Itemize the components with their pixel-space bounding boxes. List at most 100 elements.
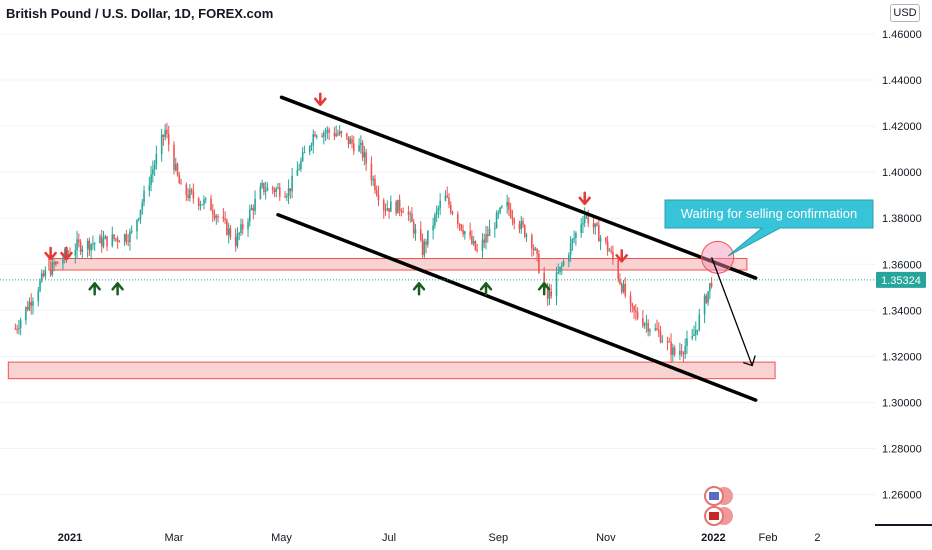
candle-body [254, 198, 256, 211]
candle-body [227, 228, 230, 235]
candle-body [666, 341, 669, 343]
candle-body [187, 194, 189, 199]
candle-body [240, 224, 242, 233]
candle-body [289, 188, 292, 192]
candle-body [308, 146, 311, 153]
candle-body [238, 232, 241, 234]
candle-body [682, 353, 685, 355]
x-axis: 2021 Mar May Jul Sep Nov 2022 Feb 2 [58, 532, 821, 544]
candle-body [698, 314, 701, 330]
chart-title: British Pound / U.S. Dollar, 1D, FOREX.c… [6, 6, 274, 21]
candle-body [409, 213, 412, 215]
candle-body [448, 197, 450, 205]
candle-body [501, 206, 503, 208]
candle-body [173, 144, 175, 171]
candle-body [42, 273, 45, 277]
callout-bubble [664, 199, 874, 257]
y-tick-label: 1.28000 [882, 443, 922, 455]
candle-body [531, 235, 533, 249]
candle-body [594, 223, 597, 228]
candle-body [425, 241, 427, 245]
candle-body [79, 242, 82, 252]
candle-body [680, 350, 683, 354]
callout-text: Waiting for selling confirmation [681, 206, 858, 221]
candle-body [622, 283, 625, 292]
x-tick-label: 2 [814, 532, 820, 544]
candle-body [286, 196, 288, 198]
lower-channel-line [276, 212, 758, 402]
candle-body [19, 320, 22, 329]
down-arrow [314, 92, 327, 107]
candle-body [525, 235, 528, 237]
candle-body [384, 210, 387, 212]
candle-body [352, 143, 355, 152]
candle-body [252, 207, 255, 211]
candle-body [300, 160, 302, 170]
candle-body [155, 154, 158, 165]
candle-body [185, 184, 188, 195]
candle-body [53, 262, 55, 265]
candle-body [113, 234, 115, 239]
candle-body [471, 235, 473, 244]
candle-body [449, 204, 452, 213]
candle-body [439, 200, 441, 209]
candle-body [414, 229, 417, 234]
candle-body [656, 328, 658, 330]
zones [7, 257, 776, 380]
candle-body [291, 175, 293, 192]
candle-body [116, 238, 119, 242]
candle-body [351, 139, 353, 144]
y-tick-label: 1.38000 [882, 213, 922, 225]
candle-body [696, 329, 699, 331]
candle-body [592, 223, 595, 228]
candle-body [575, 232, 577, 238]
candle-body [612, 251, 614, 260]
candle-body [358, 145, 360, 152]
candle-body [315, 135, 318, 137]
candle-body [99, 236, 101, 244]
candle-body [573, 237, 575, 240]
candle-body [259, 186, 262, 199]
candle-body [111, 234, 114, 247]
candle-body [337, 133, 339, 135]
candle-body [250, 207, 253, 210]
candle-body [509, 209, 512, 218]
candle-body [693, 334, 695, 336]
candle-body [37, 290, 40, 302]
candle-body [49, 269, 52, 275]
candle-body [397, 199, 399, 214]
candle-body [560, 265, 563, 267]
candle-body [635, 310, 637, 313]
candles [14, 122, 713, 363]
candle-body [536, 248, 538, 254]
candle-body [617, 259, 620, 280]
candle-body [476, 249, 478, 251]
candle-body [435, 210, 438, 215]
candle-body [520, 220, 523, 230]
candle-body [620, 283, 623, 292]
resistance-zone [48, 257, 748, 271]
candle-body [518, 223, 521, 230]
candle-body [278, 187, 281, 197]
x-tick-label: 2021 [58, 532, 82, 544]
candle-body [180, 183, 182, 185]
candle-body [511, 217, 514, 220]
candle-body [610, 250, 612, 252]
y-tick-label: 1.30000 [882, 397, 922, 409]
y-tick-label: 1.44000 [882, 75, 922, 87]
event-flag-icon [709, 492, 719, 500]
candle-body [485, 234, 487, 243]
target-zone [7, 361, 776, 380]
currency-button[interactable]: USD [890, 4, 920, 22]
candle-body [324, 132, 327, 134]
candle-body [523, 225, 526, 237]
event-flag-icon [709, 512, 719, 520]
candle-body [434, 214, 436, 226]
candle-body [298, 169, 300, 171]
down-arrow [615, 249, 628, 263]
callout: Waiting for selling confirmation [664, 199, 874, 526]
candle-body [548, 291, 551, 299]
candle-body [495, 212, 498, 229]
candle-body [213, 214, 216, 219]
